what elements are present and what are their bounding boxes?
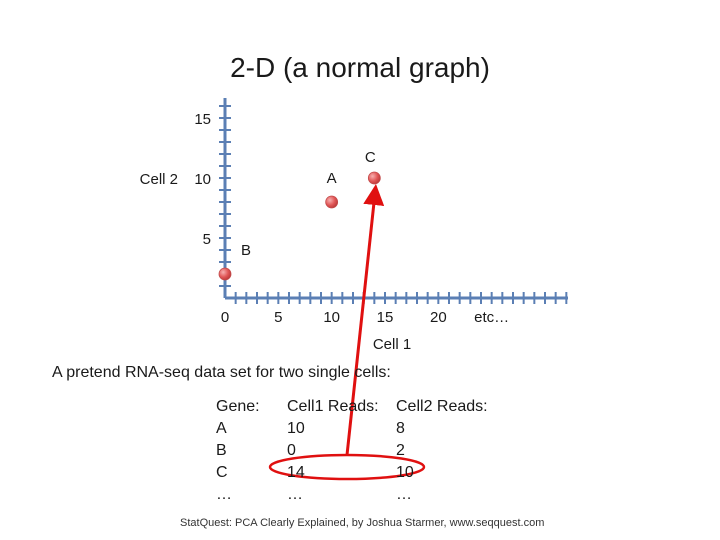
point-label-c: C [365,149,376,166]
x-tick-label: 15 [377,309,394,326]
x-tick-label: 5 [274,309,282,326]
x-tick-label: etc… [474,309,509,326]
table-cell-cell2-b: 2 [396,442,405,459]
arrow-to-point-c [345,184,385,456]
table-cell-gene-b: B [216,442,227,459]
point-label-b: B [241,242,251,259]
y-axis-label: Cell 2 [140,171,178,188]
point-label-a: A [327,170,337,187]
footer-credit: StatQuest: PCA Clearly Explained, by Jos… [180,517,545,529]
table-header-cell2: Cell2 Reads: [396,398,488,415]
data-point-c [367,171,381,185]
table-cell-cell1-c: 14 [287,464,305,481]
chart-title: 2-D (a normal graph) [230,52,490,83]
table-cell-cell2-a: 8 [396,420,405,437]
table-cell-gene-more: … [216,486,232,503]
table-cell-gene-a: A [216,420,227,437]
table-cell-cell1-b: 0 [287,442,296,459]
table-cell-cell2-more: … [396,486,412,503]
x-tick-label: 0 [221,309,229,326]
table-cell-gene-c: C [216,464,228,481]
y-tick-label: 5 [203,231,211,248]
x-tick-label: 10 [323,309,340,326]
data-point-a [325,195,339,209]
table-cell-cell1-a: 10 [287,420,305,437]
x-tick-label: 20 [430,309,447,326]
data-set-subheading: A pretend RNA-seq data set for two singl… [52,364,391,381]
table-header-cell1: Cell1 Reads: [287,398,379,415]
table-column-gene: Gene: A B C … [216,396,260,506]
x-axis-label: Cell 1 [373,336,411,353]
table-column-cell2: Cell2 Reads: 8 2 10 … [396,396,488,506]
table-header-gene: Gene: [216,398,260,415]
y-tick-label: 10 [194,171,211,188]
table-cell-cell1-more: … [287,486,303,503]
table-cell-cell2-c: 10 [396,464,414,481]
y-tick-label: 15 [194,111,211,128]
data-point-b [218,267,232,281]
table-column-cell1: Cell1 Reads: 10 0 14 … [287,396,379,506]
